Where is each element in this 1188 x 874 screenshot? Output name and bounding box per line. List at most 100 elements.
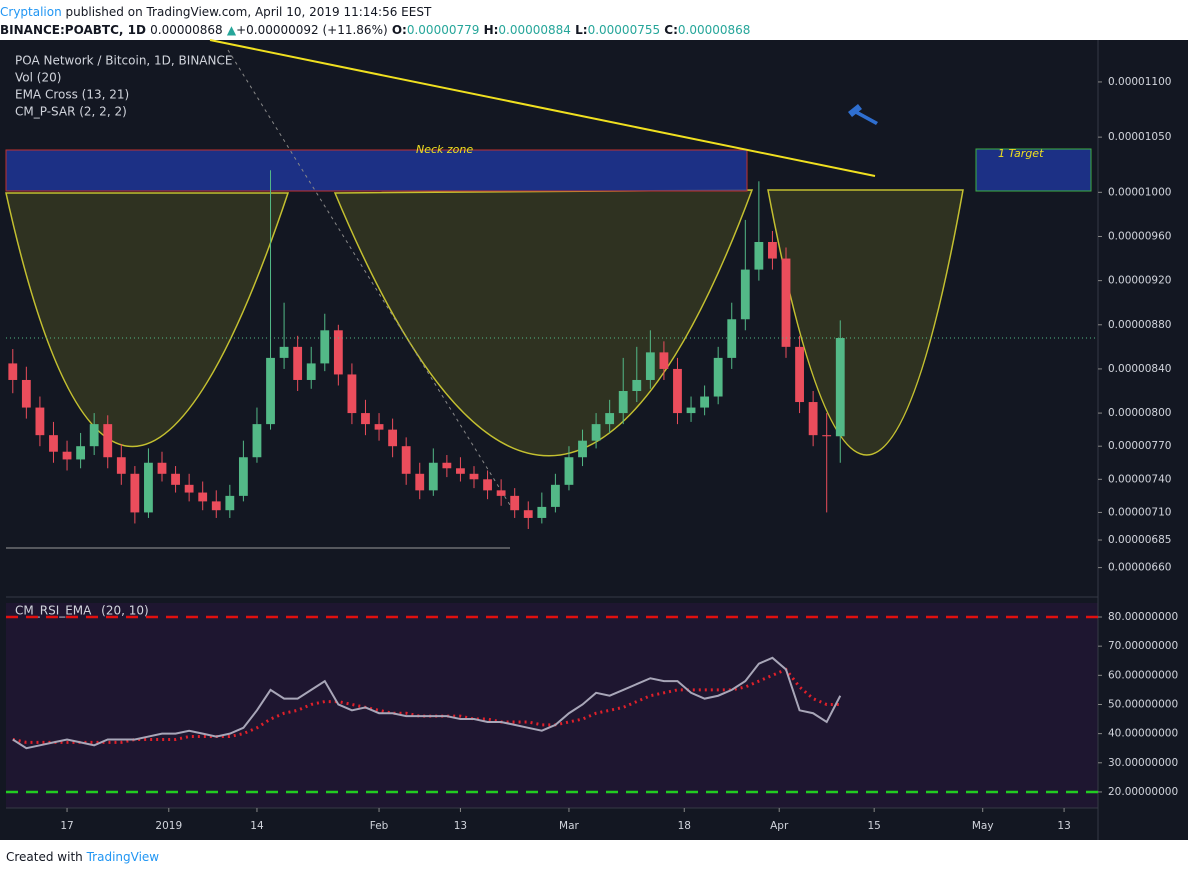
candle-body xyxy=(632,379,642,392)
candle-body xyxy=(510,495,520,511)
dashed-trend xyxy=(227,49,511,506)
candle-body xyxy=(808,402,818,436)
candle-body xyxy=(754,241,764,270)
o-value: 0.00000779 xyxy=(407,23,480,37)
c-label: C: xyxy=(664,23,678,37)
candle-body xyxy=(238,457,248,496)
created-with: Created with xyxy=(6,850,83,864)
annotation: 1 Target xyxy=(998,147,1044,160)
candle-body xyxy=(225,495,235,511)
footer: Created with TradingView xyxy=(6,850,159,864)
candle-body xyxy=(564,457,574,485)
candle-body xyxy=(333,330,343,375)
candle-body xyxy=(740,269,750,320)
candle-body xyxy=(157,462,167,474)
candle-body xyxy=(401,446,411,474)
header-line-1: Cryptalion published on TradingView.com,… xyxy=(0,5,432,19)
x-tick-label: 14 xyxy=(250,820,264,832)
annotation: Neck zone xyxy=(416,143,473,156)
candle-body xyxy=(550,484,560,507)
y-tick-label: 0.00000800 xyxy=(1108,407,1171,419)
candle-body xyxy=(306,363,316,380)
brand[interactable]: TradingView xyxy=(86,850,160,864)
candle-body xyxy=(795,346,804,403)
candle-body xyxy=(62,451,72,460)
candle-body xyxy=(361,413,370,425)
rsi-pane xyxy=(6,603,1098,808)
y-tick-label: 0.00000660 xyxy=(1108,562,1171,574)
candle-body xyxy=(211,501,221,511)
author[interactable]: Cryptalion xyxy=(0,5,62,19)
change: +0.00000092 (+11.86%) xyxy=(236,23,388,37)
candle-body xyxy=(293,346,303,380)
y-tick-label: 0.00000840 xyxy=(1108,363,1171,375)
candle-body xyxy=(49,435,58,452)
candle-body xyxy=(591,424,601,441)
y-tick-label: 0.00000740 xyxy=(1108,473,1171,485)
candle-body xyxy=(659,352,669,369)
rsi-y-tick-label: 60.00000000 xyxy=(1108,669,1178,681)
symbol: BINANCE:POABTC, 1D xyxy=(0,23,146,37)
drawings xyxy=(5,39,1092,549)
candle-body xyxy=(184,484,194,493)
x-tick-label: Mar xyxy=(559,820,579,832)
indicator: Vol (20) xyxy=(15,71,61,85)
rsi-ema-line xyxy=(12,667,841,744)
candle-body xyxy=(835,338,845,437)
x-tick-label: May xyxy=(972,820,994,832)
y-tick-label: 0.00001000 xyxy=(1108,186,1171,198)
y-tick-label: 0.00001100 xyxy=(1108,76,1171,88)
candle-body xyxy=(618,391,628,414)
candle-body xyxy=(713,357,723,397)
y-tick-label: 0.00000920 xyxy=(1108,275,1171,287)
candle-body xyxy=(76,446,86,460)
rsi-rsi-line xyxy=(12,656,842,750)
y-tick-label: 0.00000770 xyxy=(1108,440,1171,452)
x-tick-label: 13 xyxy=(454,820,467,832)
target-zone xyxy=(975,148,1092,192)
x-tick-label: 13 xyxy=(1057,820,1070,832)
candle-body xyxy=(171,473,180,485)
candle-body xyxy=(578,440,587,458)
candle-body xyxy=(116,457,126,474)
x-tick-label: 15 xyxy=(867,820,880,832)
l-label: L: xyxy=(575,23,587,37)
x-tick-label: 2019 xyxy=(155,820,182,832)
candle-body xyxy=(35,407,45,436)
candle-body xyxy=(266,357,275,425)
candle-body xyxy=(781,258,791,347)
candle-body xyxy=(8,363,18,380)
candle-body xyxy=(605,413,615,425)
last-price: 0.00000868 xyxy=(150,23,223,37)
candle-body xyxy=(700,396,710,408)
candle-body xyxy=(537,506,547,518)
h-value: 0.00000884 xyxy=(498,23,571,37)
y-tick-label: 0.00000685 xyxy=(1108,534,1171,546)
candle-body xyxy=(768,241,777,259)
y-tick-label: 0.00000710 xyxy=(1108,506,1171,518)
candle-body xyxy=(130,473,140,513)
candle-body xyxy=(21,379,31,408)
rsi-y-tick-label: 40.00000000 xyxy=(1108,728,1178,740)
o-label: O: xyxy=(392,23,407,37)
candle-body xyxy=(279,346,289,358)
rsi-y-tick-label: 80.00000000 xyxy=(1108,611,1178,623)
hammer-icon xyxy=(848,104,878,125)
neck-zone xyxy=(5,149,748,192)
candle-body xyxy=(727,319,737,358)
c-value: 0.00000868 xyxy=(678,23,751,37)
cup-3 xyxy=(767,189,964,456)
cup-2 xyxy=(333,189,754,457)
candle-body xyxy=(320,330,330,364)
candle-body xyxy=(645,352,655,380)
candle-body xyxy=(456,468,465,474)
candle-body xyxy=(144,462,153,513)
indicator: CM_P-SAR (2, 2, 2) xyxy=(15,105,127,119)
rsi-y-tick-label: 70.00000000 xyxy=(1108,640,1178,652)
candle-body xyxy=(347,374,357,414)
header-line-2: BINANCE:POABTC, 1D 0.00000868 ▲+0.000000… xyxy=(0,23,750,37)
rsi-title: CM_RSI_EMA_ (20, 10) xyxy=(15,604,149,618)
trend-line xyxy=(209,39,876,177)
